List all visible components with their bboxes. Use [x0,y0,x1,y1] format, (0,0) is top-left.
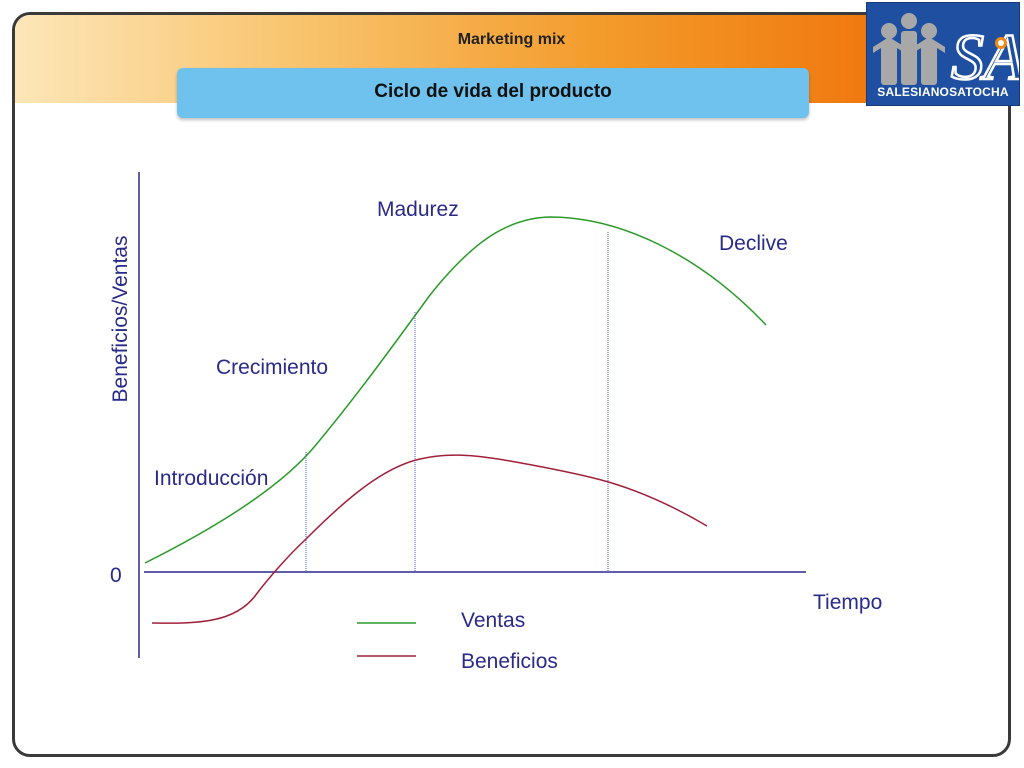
stage-label-madurez: Madurez [377,198,459,221]
salesianos-logo: SA SALESIANOSATOCHA [866,2,1024,106]
logo-graphic: SA [873,13,1024,95]
stage-label-declive: Declive [719,232,788,255]
svg-text:SA: SA [951,21,1019,94]
stage-label-crecimiento: Crecimiento [216,356,329,379]
ventas-curve [144,216,767,564]
zero-label: 0 [110,564,122,587]
x-axis-label: Tiempo [813,591,883,614]
beneficios-curve [151,454,708,624]
legend-beneficios-label: Beneficios [461,650,558,673]
y-axis-label: Beneficios/Ventas [109,235,132,403]
title-bar: Ciclo de vida del producto [177,68,809,118]
slide-subtitle: Marketing mix [457,31,566,48]
stage-label-introduccion: Introducción [154,467,269,490]
legend-ventas-label: Ventas [461,609,526,632]
slide-frame: Marketing mix Ciclo de vida del producto [12,12,1011,757]
logo-text: SALESIANOSATOCHA [877,85,1009,99]
slide-title: Ciclo de vida del producto [374,81,612,102]
